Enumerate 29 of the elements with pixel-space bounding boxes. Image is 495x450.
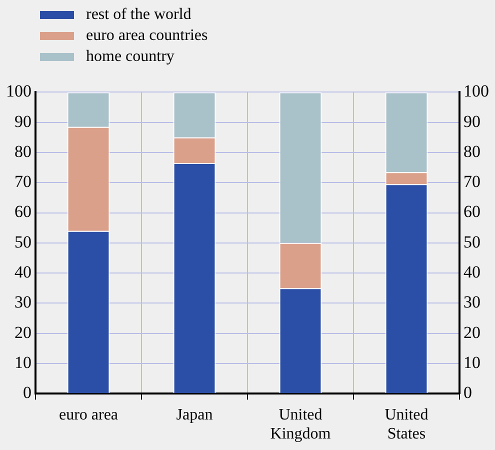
x-tick-label: United Kingdom <box>270 406 332 443</box>
y2-tick-label: 90 <box>464 112 480 131</box>
y-tick-label: 90 <box>14 112 32 131</box>
y-tick-label: 80 <box>14 142 32 161</box>
y2-tick-label: 80 <box>464 142 480 161</box>
y-tick-label: 50 <box>14 232 32 252</box>
x-tick-label: United States <box>384 406 428 443</box>
legend-label: euro area countries <box>86 26 208 44</box>
y-tick-label: 70 <box>14 172 32 192</box>
y-tick-label: 100 <box>6 82 32 101</box>
y2-tick-label: 0 <box>464 383 472 402</box>
y-tick-label: 60 <box>14 202 32 222</box>
y2-tick-label: 60 <box>464 202 480 222</box>
y-tick-label: 30 <box>14 292 32 312</box>
x-tick-label: euro area <box>58 406 118 424</box>
legend-label: rest of the world <box>86 6 192 24</box>
y-tick-label: 40 <box>14 262 32 282</box>
y2-tick-label: 70 <box>464 172 480 192</box>
y2-tick-label: 10 <box>464 352 480 372</box>
y2-tick-label: 20 <box>464 322 480 342</box>
y2-tick-label: 50 <box>464 232 480 252</box>
legend-label: home country <box>86 48 174 66</box>
y-tick-label: 20 <box>14 322 32 342</box>
y2-tick-label: 40 <box>464 262 480 282</box>
x-tick-label: Japan <box>176 406 213 424</box>
y2-tick-label: 30 <box>464 292 480 312</box>
y-tick-label: 0 <box>23 383 32 402</box>
y-tick-label: 10 <box>14 352 32 372</box>
y2-tick-label: 100 <box>464 82 489 101</box>
